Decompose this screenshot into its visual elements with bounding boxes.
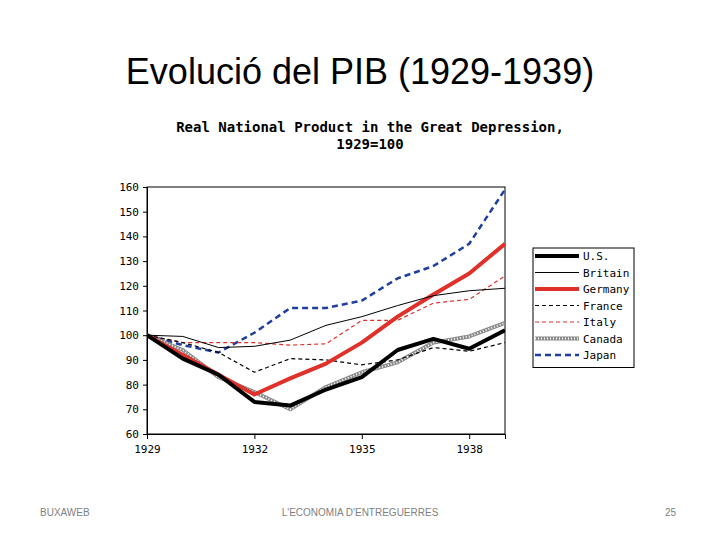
- x-tick-label: 1932: [242, 443, 269, 456]
- legend-swatch: [535, 272, 579, 273]
- series-line: [147, 330, 505, 405]
- legend-label: Italy: [583, 316, 616, 329]
- legend-label: Japan: [583, 349, 616, 362]
- x-tick-mark: [469, 434, 470, 439]
- y-tick-mark: [143, 261, 147, 262]
- x-tick: 1932: [242, 434, 269, 456]
- y-tick: 110: [119, 305, 147, 318]
- plot-frame: [147, 187, 505, 434]
- legend-swatch: [535, 354, 579, 357]
- series-line: [147, 323, 505, 409]
- x-tick: 1929: [134, 434, 161, 456]
- series-line: [147, 276, 505, 345]
- y-tick-mark: [143, 311, 147, 312]
- series-line: [147, 244, 505, 395]
- y-tick: 160: [119, 181, 147, 194]
- footer-text: BUXAWEB: [40, 507, 90, 518]
- y-tick-mark: [143, 286, 147, 287]
- x-tick-mark: [254, 434, 255, 439]
- y-tick-label: 160: [119, 181, 139, 194]
- y-tick: 80: [126, 379, 147, 392]
- y-tick-label: 90: [126, 354, 139, 367]
- legend-swatch: [535, 337, 579, 341]
- y-tick-label: 140: [119, 230, 139, 243]
- legend-swatch: [535, 287, 579, 291]
- x-tick-label: 1938: [456, 443, 483, 456]
- chart-title: Real National Product in the Great Depre…: [176, 119, 564, 152]
- y-axis-line: [143, 188, 148, 435]
- legend: U.S. Britain Germany France Italy Canada Japan: [533, 248, 634, 368]
- y-axis: 60 70 80 90 100 110 120 130 140 150 160: [119, 181, 147, 441]
- y-tick-label: 80: [126, 379, 139, 392]
- legend-box: [533, 248, 634, 368]
- slide-title: Evolució del PIB (1929-1939): [126, 51, 594, 92]
- y-tick: 150: [119, 206, 147, 219]
- y-tick-mark: [143, 385, 147, 386]
- y-tick: 100: [119, 329, 147, 342]
- legend-label: Germany: [583, 283, 630, 296]
- x-tick-label: 1935: [349, 443, 376, 456]
- legend-label: U.S.: [583, 250, 610, 263]
- footer-text: 25: [665, 507, 677, 518]
- x-axis: 1929 1932 1935 1938: [134, 434, 505, 456]
- y-tick-mark: [143, 236, 147, 237]
- series-line: [147, 288, 505, 347]
- y-tick-mark: [143, 335, 147, 336]
- footer-text: L'ECONOMIA D'ENTREGUERRES: [282, 507, 439, 518]
- y-tick: 90: [126, 354, 147, 367]
- legend-swatch-hatch: [535, 338, 579, 340]
- slide: Evolució del PIB (1929-1939) BUXAWEB L'ECO…: [0, 0, 720, 540]
- x-tick-label: 1929: [134, 443, 161, 456]
- y-tick-mark: [143, 187, 147, 188]
- y-tick-mark: [143, 360, 147, 361]
- y-tick-mark: [143, 212, 147, 213]
- legend-label: Britain: [583, 267, 629, 280]
- legend-swatch: [535, 321, 579, 322]
- plot-lines: [147, 189, 505, 409]
- x-tick: 1938: [456, 434, 483, 456]
- y-tick: 130: [119, 255, 147, 268]
- x-tick-mark: [362, 434, 363, 439]
- y-tick: 70: [126, 403, 147, 416]
- legend-swatch: [535, 254, 579, 258]
- series-line-hatch: [147, 323, 505, 409]
- legend-swatch: [535, 305, 579, 306]
- x-tick-mark: [147, 434, 148, 439]
- y-tick-label: 60: [126, 428, 139, 441]
- y-tick: 120: [119, 280, 147, 293]
- x-tick: 1935: [349, 434, 376, 456]
- y-tick-label: 150: [119, 206, 139, 219]
- y-tick-label: 110: [119, 305, 139, 318]
- series-line: [147, 189, 505, 352]
- y-tick-label: 120: [119, 280, 139, 293]
- y-tick-label: 100: [119, 329, 139, 342]
- y-tick: 60: [126, 428, 147, 441]
- y-tick: 140: [119, 230, 147, 243]
- y-tick-mark: [143, 434, 147, 435]
- y-tick-label: 70: [126, 403, 139, 416]
- y-tick-mark: [143, 409, 147, 410]
- legend-label: Canada: [583, 333, 623, 346]
- legend-label: France: [583, 300, 623, 313]
- y-tick-label: 130: [119, 255, 139, 268]
- x-axis-line: [148, 435, 506, 440]
